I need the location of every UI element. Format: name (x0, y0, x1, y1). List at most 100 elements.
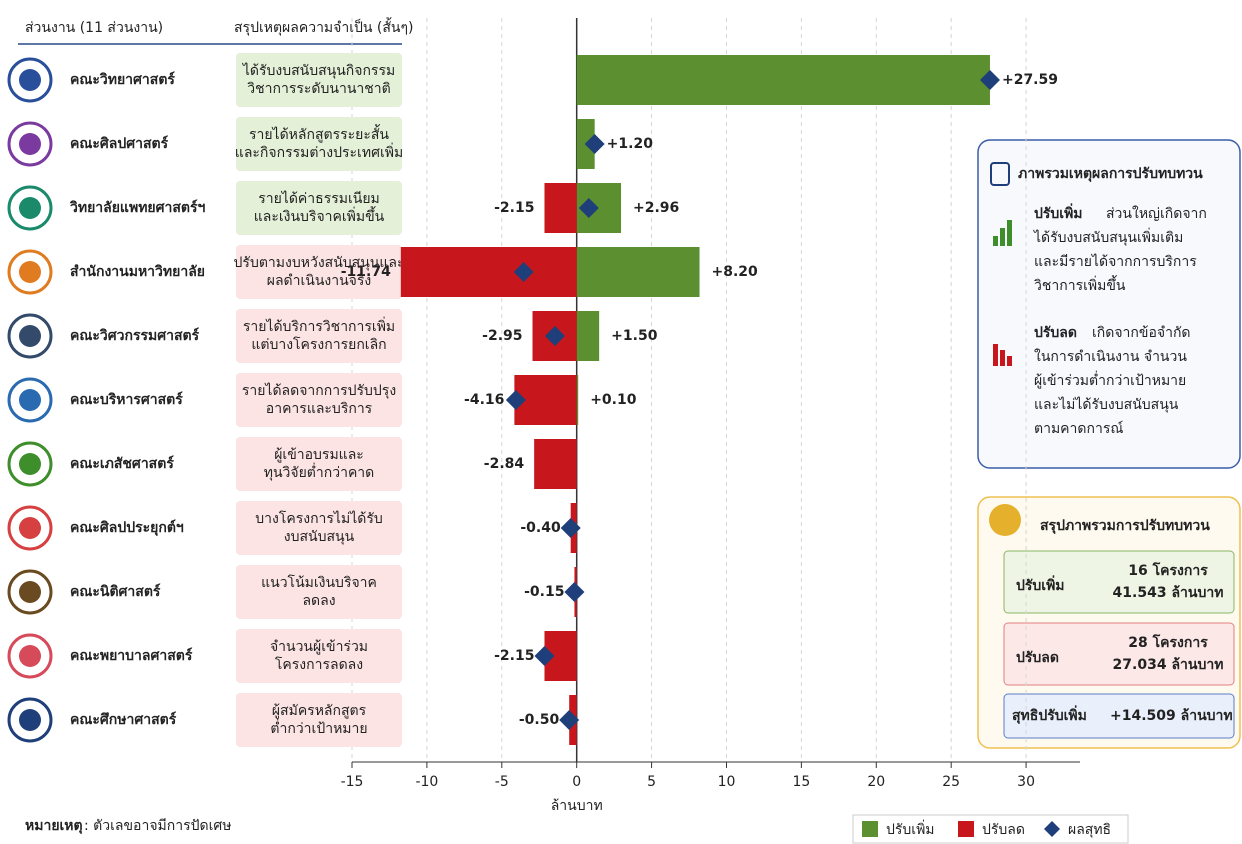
x-tick-label: -5 (495, 774, 509, 790)
x-tick-label: -10 (415, 774, 438, 790)
clipboard-icon (990, 162, 1010, 186)
summary-value: 16 โครงการ (1128, 561, 1208, 579)
summary-label: ปรับเพิ่ม (1016, 575, 1065, 594)
row-icon-inner (19, 389, 41, 411)
reason-box (236, 181, 402, 235)
reason-text: จำนวนผู้เข้าร่วม (270, 639, 368, 655)
reason-text: วิชาการระดับนานาชาติ (247, 81, 391, 97)
reason-box (236, 693, 402, 747)
value-label: -2.95 (482, 328, 522, 344)
bar (400, 247, 577, 297)
reason-text: รายได้ลดจากการปรับปรุง (242, 382, 396, 399)
legend-swatch (958, 821, 974, 837)
panel-text: ตามคาดการณ์ (1034, 420, 1123, 437)
x-tick-label: 30 (1017, 774, 1035, 790)
summary-value: 28 โครงการ (1128, 633, 1208, 651)
row-icon-inner (19, 645, 41, 667)
reason-text: ลดลง (302, 593, 335, 609)
value-label: +2.96 (633, 200, 679, 216)
reason-box (236, 629, 402, 683)
net-marker (560, 518, 581, 538)
row-icon-inner (19, 261, 41, 283)
reason-text: รายได้บริการวิชาการเพิ่ม (243, 317, 395, 335)
value-label: -2.15 (494, 200, 534, 216)
x-tick-label: 0 (572, 774, 581, 790)
reason-box (236, 245, 402, 299)
panel-keyword: ปรับเพิ่ม (1034, 203, 1083, 222)
panel-text: และไม่ได้รับงบสนับสนุน (1034, 396, 1179, 413)
reasons-panel-box (977, 139, 1241, 469)
x-tick-label: 25 (942, 774, 960, 790)
value-label: -11.74 (341, 264, 391, 280)
summary-label: ปรับลด (1016, 650, 1059, 666)
value-label: -2.15 (494, 648, 534, 664)
net-marker (559, 710, 580, 730)
value-label: -4.16 (464, 392, 504, 408)
x-tick-label: 5 (647, 774, 656, 790)
bar (576, 375, 579, 425)
category-label: คณะวิทยาศาสตร์ (70, 71, 175, 88)
down-icon (993, 344, 1012, 366)
bar (544, 183, 577, 233)
reason-text: โครงการลดลง (275, 656, 363, 673)
net-marker (584, 134, 605, 154)
legend-swatch (862, 821, 878, 837)
summary-net-label: สุทธิปรับเพิ่ม (1012, 705, 1087, 724)
row-icon-inner (19, 133, 41, 155)
summary-inc-box (1003, 550, 1235, 614)
reason-text: และกิจกรรมต่างประเทศเพิ่ม (235, 143, 403, 161)
net-marker (513, 262, 534, 282)
row-icon-inner (19, 325, 41, 347)
reason-text: งบสนับสนุน (284, 529, 355, 545)
net-marker (505, 390, 526, 410)
legend-swatch (1044, 821, 1060, 837)
category-label: คณะศิลปประยุกต์ฯ (70, 519, 184, 536)
net-marker (544, 326, 565, 346)
net-marker (979, 70, 1000, 90)
value-label: +27.59 (1002, 72, 1058, 88)
summary-value: 27.034 ล้านบาท (1113, 657, 1224, 673)
category-label: คณะนิติศาสตร์ (70, 583, 161, 600)
bar (576, 311, 600, 361)
reason-text: ปรับตามงบหวังสนับสนุนและ (234, 255, 405, 271)
net-marker (534, 646, 555, 666)
row-icon-inner (19, 69, 41, 91)
note-label: หมายเหตุ (25, 818, 83, 834)
value-label: +1.50 (611, 328, 658, 344)
category-label: คณะพยาบาลศาสตร์ (70, 647, 193, 664)
panel-text: ส่วนใหญ่เกิดจาก (1106, 205, 1207, 222)
value-label: -0.40 (520, 520, 561, 536)
reason-box (236, 117, 402, 171)
column-header: สรุปเหตุผลความจำเป็น (สั้นๆ) (234, 17, 413, 36)
x-axis-label: ล้านบาท (551, 798, 603, 814)
reason-box (236, 437, 402, 491)
row-icon-inner (19, 197, 41, 219)
reason-box (236, 565, 402, 619)
reason-text: รายได้หลักสูตรระยะสั้น (249, 124, 389, 143)
summary-net-box (1003, 693, 1235, 739)
legend-box (852, 814, 1129, 844)
panel-title: ภาพรวมเหตุผลการปรับทบทวน (1018, 166, 1203, 182)
reason-text: รายได้ค่าธรรมเนียม (258, 190, 380, 207)
net-marker (578, 198, 599, 218)
panel-text: เกิดจากข้อจำกัด (1092, 325, 1191, 341)
x-tick-label: 10 (718, 774, 736, 790)
category-label: สำนักงานมหาวิทยาลัย (70, 264, 205, 280)
reason-text: ได้รับงบสนับสนุนกิจกรรม (242, 62, 395, 79)
row-icon-inner (19, 517, 41, 539)
reason-text: บางโครงการไม่ได้รับ (255, 510, 383, 527)
legend-label: ปรับลด (982, 822, 1025, 838)
panel-text: ผู้เข้าร่วมต่ำกว่าเป้าหมาย (1034, 371, 1186, 389)
summary-dec-box (1003, 622, 1235, 686)
reason-text: ผลดำเนินงานจริง (267, 273, 372, 289)
reason-box (236, 53, 402, 107)
reason-text: ต่ำกว่าเป้าหมาย (270, 719, 367, 737)
note-text: : ตัวเลขอาจมีการปัดเศษ (84, 818, 232, 834)
panel-text: วิชาการเพิ่มขึ้น (1034, 275, 1126, 294)
reason-text: ทุนวิจัยต่ำกว่าคาด (264, 463, 375, 481)
reason-text: แนวโน้มเงินบริจาค (261, 574, 377, 591)
reason-box (236, 309, 402, 363)
category-label: วิทยาลัยแพทยศาสตร์ฯ (69, 199, 206, 216)
reason-text: แต่บางโครงการยกเลิก (251, 336, 386, 353)
